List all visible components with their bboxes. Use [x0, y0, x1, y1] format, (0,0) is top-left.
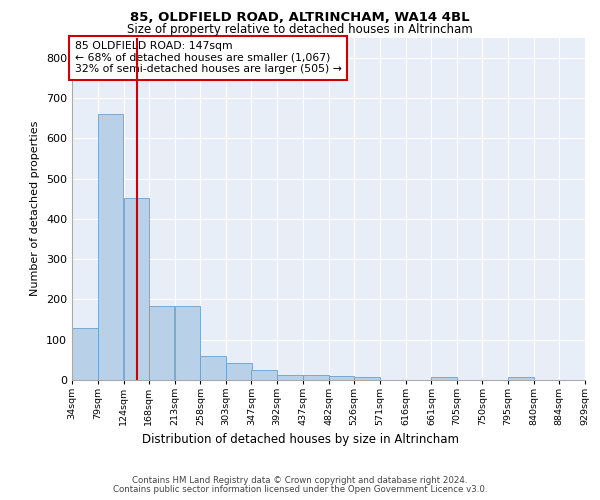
Text: 85 OLDFIELD ROAD: 147sqm
← 68% of detached houses are smaller (1,067)
32% of sem: 85 OLDFIELD ROAD: 147sqm ← 68% of detach… — [74, 41, 341, 74]
Bar — [431, 377, 457, 380]
Text: 85, OLDFIELD ROAD, ALTRINCHAM, WA14 4BL: 85, OLDFIELD ROAD, ALTRINCHAM, WA14 4BL — [130, 11, 470, 24]
Bar — [149, 306, 175, 380]
Text: Contains HM Land Registry data © Crown copyright and database right 2024.: Contains HM Land Registry data © Crown c… — [132, 476, 468, 485]
Bar — [124, 198, 149, 380]
Bar — [508, 377, 534, 380]
Bar — [72, 328, 98, 380]
Bar — [251, 370, 277, 380]
Bar — [226, 362, 251, 380]
Bar — [200, 356, 226, 380]
Bar — [98, 114, 124, 380]
Text: Contains public sector information licensed under the Open Government Licence v3: Contains public sector information licen… — [113, 484, 487, 494]
Bar — [175, 306, 200, 380]
Y-axis label: Number of detached properties: Number of detached properties — [31, 121, 40, 296]
Bar — [354, 377, 380, 380]
Bar — [329, 376, 354, 380]
Bar — [277, 375, 303, 380]
Text: Size of property relative to detached houses in Altrincham: Size of property relative to detached ho… — [127, 22, 473, 36]
Bar — [303, 375, 329, 380]
Text: Distribution of detached houses by size in Altrincham: Distribution of detached houses by size … — [142, 433, 458, 446]
